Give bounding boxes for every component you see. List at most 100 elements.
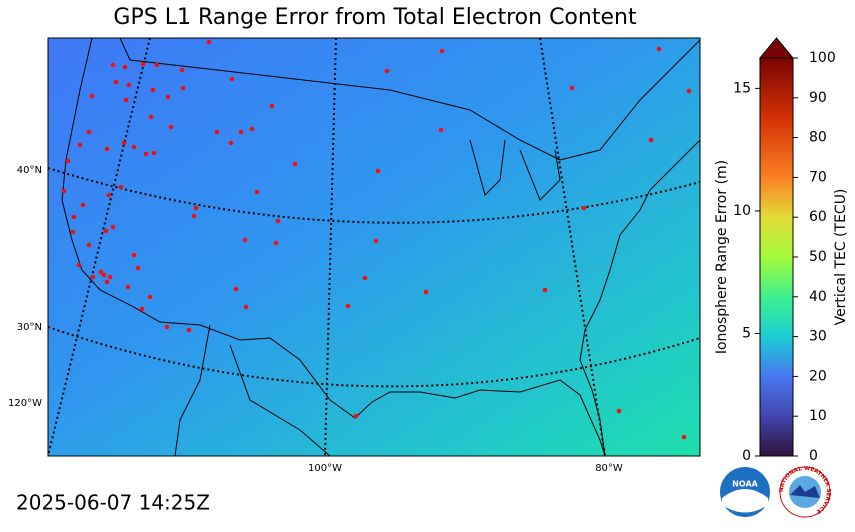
station — [275, 218, 281, 224]
station — [168, 124, 174, 130]
station — [681, 434, 687, 440]
lon-label: 120°W — [8, 398, 42, 409]
station — [86, 242, 92, 248]
tick-label: 10 — [809, 408, 827, 424]
colorbar-label: Ionosphere Range Error (m) — [714, 160, 730, 354]
tick-label: 0 — [742, 448, 751, 464]
station — [686, 88, 692, 94]
station — [233, 286, 239, 292]
tick-label: 50 — [809, 249, 827, 265]
station — [80, 202, 86, 208]
station — [98, 269, 104, 275]
title: GPS L1 Range Error from Total Electron C… — [113, 5, 637, 30]
station — [345, 303, 351, 309]
station — [71, 214, 77, 220]
station — [206, 39, 212, 45]
station — [569, 85, 575, 91]
colorbar — [760, 58, 793, 456]
station — [131, 252, 137, 258]
tick-label: 40 — [809, 289, 827, 305]
station — [249, 126, 255, 132]
station — [438, 127, 444, 133]
station — [139, 306, 145, 312]
station — [273, 240, 279, 246]
lon-label: 100°W — [308, 463, 342, 474]
station — [110, 62, 116, 68]
station — [123, 97, 129, 103]
station — [243, 304, 249, 310]
station — [135, 265, 141, 271]
station — [65, 158, 71, 164]
station — [229, 76, 235, 82]
station — [180, 85, 186, 91]
tick-label: 10 — [733, 203, 751, 219]
station — [193, 205, 199, 211]
nws-shape — [790, 485, 820, 498]
station — [242, 237, 248, 243]
station — [131, 144, 137, 150]
station — [191, 213, 197, 219]
tick-label: 20 — [809, 368, 827, 384]
station — [238, 129, 244, 135]
station — [362, 275, 368, 281]
station — [375, 168, 381, 174]
map-frame — [47, 37, 701, 457]
station — [542, 287, 548, 293]
station — [154, 62, 160, 68]
stations — [61, 39, 692, 440]
tick-label: 100 — [809, 50, 836, 66]
station — [616, 408, 622, 414]
noaa-text: NOAA — [732, 480, 758, 489]
station — [110, 224, 116, 230]
tick-label: 15 — [733, 80, 751, 96]
station — [143, 151, 149, 157]
lat-label: 30°N — [17, 322, 42, 333]
timestamp: 2025-06-07 14:25Z — [16, 491, 210, 515]
station — [179, 67, 185, 73]
station — [89, 93, 95, 99]
tick-label: 70 — [809, 169, 827, 185]
tick-label: 80 — [809, 130, 827, 146]
station — [254, 189, 260, 195]
station — [104, 146, 110, 152]
station — [423, 289, 429, 295]
station — [150, 87, 156, 93]
station — [106, 192, 112, 198]
station — [118, 184, 124, 190]
tec-field — [48, 38, 700, 456]
station — [581, 205, 587, 211]
logos: NOAA NATIONAL WEATHER SERVICE — [720, 466, 831, 518]
station — [126, 82, 132, 88]
station — [122, 64, 128, 70]
station — [648, 137, 654, 143]
station — [61, 188, 67, 194]
station — [90, 274, 96, 280]
station — [103, 228, 109, 234]
station — [353, 413, 359, 419]
station — [76, 262, 82, 268]
station — [121, 140, 127, 146]
station — [186, 327, 192, 333]
station — [86, 129, 92, 135]
station — [656, 46, 662, 52]
station — [439, 48, 445, 54]
tick-label: 0 — [809, 448, 818, 464]
graticule — [48, 38, 700, 456]
station — [269, 103, 275, 109]
coastlines — [61, 38, 700, 456]
station — [214, 129, 220, 135]
station — [228, 140, 234, 146]
station — [151, 150, 157, 156]
lat-label: 40°N — [17, 165, 42, 176]
station — [147, 294, 153, 300]
noaa-wave — [722, 489, 768, 513]
station — [113, 79, 119, 85]
station — [107, 274, 113, 280]
colorbar-label: Vertical TEC (TECU) — [833, 189, 849, 326]
colorbar-extend — [758, 37, 795, 59]
station — [292, 161, 298, 167]
tick-label: 30 — [809, 329, 827, 345]
tick-label: 90 — [809, 90, 827, 106]
map — [48, 38, 700, 456]
